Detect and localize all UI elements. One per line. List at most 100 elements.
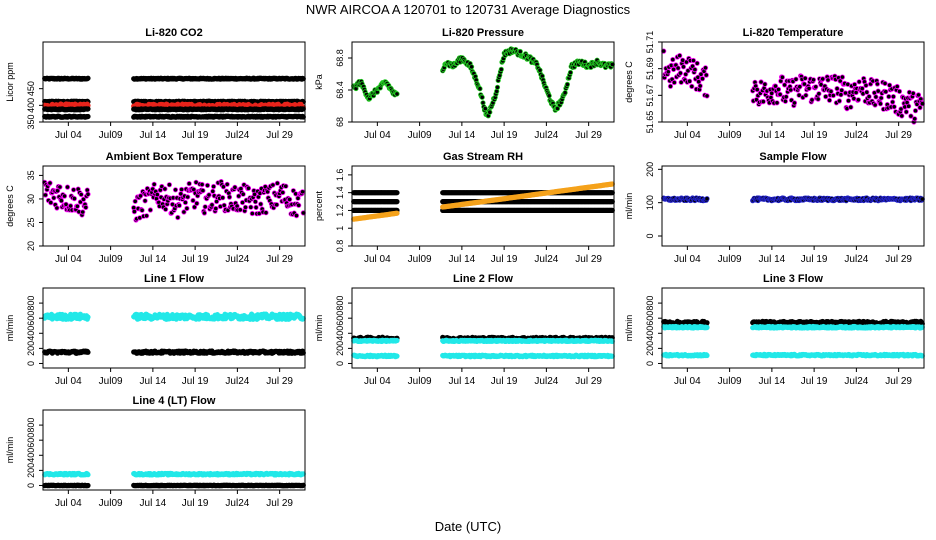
data-point — [889, 99, 896, 105]
data-point — [142, 198, 148, 204]
data-point — [147, 207, 153, 213]
data-point — [677, 52, 683, 59]
data-point — [791, 100, 798, 106]
data-point — [487, 109, 493, 115]
data-point — [774, 100, 780, 106]
data-point — [838, 92, 844, 98]
data-point — [675, 65, 681, 71]
data-point — [249, 210, 255, 217]
data-point — [162, 186, 168, 192]
data-point — [85, 349, 91, 355]
y-tick-label: 1 — [335, 226, 345, 231]
y-tick-label: 1.4 — [335, 186, 345, 199]
data-point — [71, 196, 78, 202]
data-point — [562, 90, 568, 96]
x-tick-label: Jul 04 — [55, 254, 82, 265]
x-tick-label: Jul 29 — [575, 254, 602, 265]
y-tick-label: 68.8 — [335, 49, 345, 67]
data-point — [517, 48, 523, 55]
x-tick-label: Jul 19 — [182, 376, 209, 387]
data-point — [84, 187, 90, 193]
y-axis-label: degrees C — [624, 61, 634, 103]
data-point — [667, 83, 674, 89]
series-line-2-low — [351, 352, 615, 360]
data-point — [694, 60, 700, 66]
data-point — [280, 189, 286, 196]
data-point — [890, 94, 897, 100]
data-point — [248, 204, 254, 210]
data-point — [270, 182, 276, 188]
data-point — [809, 97, 815, 103]
data-point — [85, 314, 91, 320]
x-tick-label: Jul24 — [844, 254, 868, 265]
data-point — [85, 75, 91, 81]
data-point — [394, 190, 400, 196]
data-point — [221, 202, 227, 208]
series-sample-flow — [661, 195, 925, 204]
data-point — [245, 185, 252, 191]
data-point — [686, 78, 693, 84]
data-point — [874, 81, 881, 87]
data-point — [677, 70, 684, 76]
data-point — [910, 90, 916, 96]
data-point — [878, 95, 884, 101]
data-point — [567, 69, 574, 76]
data-point — [296, 202, 302, 208]
data-point — [702, 65, 709, 71]
data-point — [176, 202, 182, 209]
data-point — [769, 90, 775, 96]
data-point — [826, 97, 833, 103]
series-box-temperature — [42, 179, 306, 223]
x-tick-label: Jul09 — [99, 254, 123, 265]
series-line-1-low — [42, 348, 306, 356]
data-point — [899, 113, 905, 119]
x-tick-label: Jul 14 — [140, 376, 167, 387]
data-point — [163, 206, 169, 212]
data-point — [793, 76, 799, 82]
data-point — [286, 196, 293, 202]
data-point — [258, 201, 264, 207]
x-tick-label: Jul09 — [99, 130, 123, 141]
data-point — [51, 195, 57, 201]
x-tick-label: Jul 14 — [140, 130, 167, 141]
y-tick-label: 400 — [26, 98, 36, 113]
data-point — [855, 97, 862, 103]
data-point — [894, 83, 900, 90]
data-point — [206, 192, 212, 198]
x-tick-label: Jul 19 — [801, 254, 828, 265]
x-tick-label: Jul 14 — [759, 130, 786, 141]
data-point — [213, 206, 219, 212]
data-point — [671, 79, 677, 86]
x-tick-label: Jul 29 — [266, 376, 293, 387]
data-point — [788, 87, 794, 93]
x-tick-label: Jul 19 — [491, 254, 518, 265]
data-point — [836, 98, 843, 104]
data-point — [873, 94, 879, 100]
x-tick-label: Jul24 — [225, 254, 249, 265]
y-axis-label: Licor ppm — [5, 62, 15, 102]
series-points — [351, 181, 615, 222]
data-point — [802, 75, 808, 81]
data-point — [494, 84, 501, 90]
data-point — [232, 184, 238, 190]
series-pressure — [351, 46, 615, 119]
y-tick-label: 1.6 — [335, 169, 345, 182]
data-point — [54, 205, 60, 211]
data-point — [139, 207, 145, 213]
data-point — [896, 88, 903, 95]
data-point — [828, 88, 834, 95]
data-point — [797, 84, 803, 90]
data-point — [283, 183, 289, 189]
data-point — [83, 204, 89, 210]
y-axis-label: percent — [314, 190, 324, 221]
data-point — [226, 194, 233, 200]
y-tick-label: 68 — [335, 117, 345, 127]
data-point — [201, 210, 207, 216]
data-point — [190, 197, 196, 204]
data-point — [299, 189, 306, 195]
y-tick-label: 800 — [26, 296, 36, 311]
data-point — [85, 191, 91, 197]
y-tick-label: 30 — [26, 194, 36, 204]
